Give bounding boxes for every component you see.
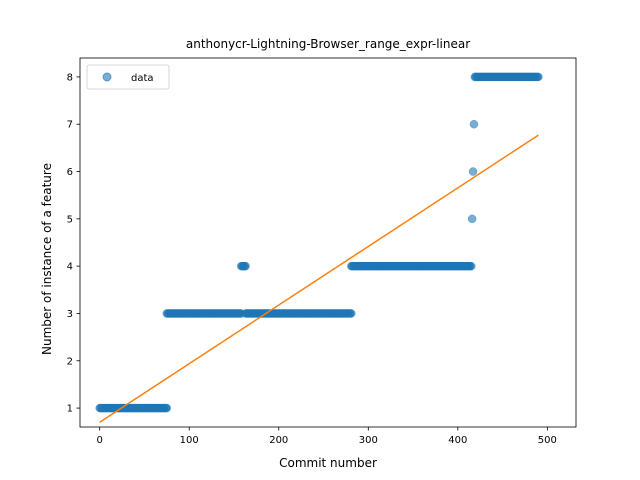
- x-tick-label: 400: [448, 435, 467, 446]
- data-run-1: [162, 309, 246, 318]
- data-run-3: [241, 309, 356, 318]
- data-run-4: [347, 261, 476, 271]
- data-run-6: [468, 167, 478, 176]
- data-point: [467, 261, 476, 271]
- data-point: [241, 261, 250, 271]
- x-tick-label: 500: [538, 435, 557, 446]
- data-point: [162, 403, 172, 413]
- y-tick-label: 7: [67, 120, 73, 131]
- legend: data: [86, 64, 170, 90]
- y-tick-label: 1: [67, 404, 73, 415]
- data-run-5: [467, 214, 477, 224]
- y-tick-label: 6: [67, 167, 73, 178]
- plot-area: [79, 57, 577, 428]
- y-tick-label: 2: [67, 356, 73, 367]
- x-tick-label: 300: [359, 435, 378, 446]
- data-run-2: [236, 261, 250, 271]
- axes-frame: [79, 57, 577, 428]
- y-axis-label: Number of instance of a feature: [40, 163, 54, 355]
- fit-line: [99, 134, 539, 423]
- legend-box: [86, 64, 170, 90]
- x-axis-label: Commit number: [279, 456, 377, 470]
- data-point: [468, 167, 478, 176]
- y-tick-label: 5: [67, 214, 73, 225]
- data-run-8: [470, 72, 543, 82]
- y-tick-label: 4: [67, 262, 73, 273]
- y-axis: 1 2 3 4 5 6 7 8: [67, 72, 80, 415]
- data-point: [467, 214, 477, 224]
- x-tick-label: 100: [180, 435, 199, 446]
- x-tick-label: 200: [269, 435, 288, 446]
- x-axis: 0 100 200 300 400 500: [97, 427, 557, 446]
- legend-label: data: [131, 73, 154, 84]
- y-tick-label: 3: [67, 309, 73, 320]
- legend-marker: [102, 72, 112, 82]
- data-run-0: [95, 403, 172, 413]
- data-run-7: [469, 119, 479, 129]
- y-tick-label: 8: [67, 72, 73, 83]
- data-point: [469, 119, 479, 129]
- chart-title: anthonycr-Lightning-Browser_range_expr-l…: [186, 37, 470, 51]
- x-tick-label: 0: [97, 435, 103, 446]
- data-point: [347, 309, 356, 318]
- data-point: [534, 72, 543, 82]
